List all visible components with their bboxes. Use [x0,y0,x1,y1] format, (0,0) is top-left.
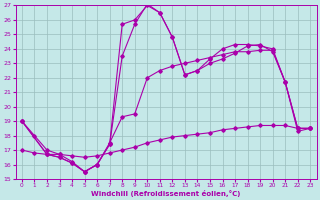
X-axis label: Windchill (Refroidissement éolien,°C): Windchill (Refroidissement éolien,°C) [92,190,241,197]
